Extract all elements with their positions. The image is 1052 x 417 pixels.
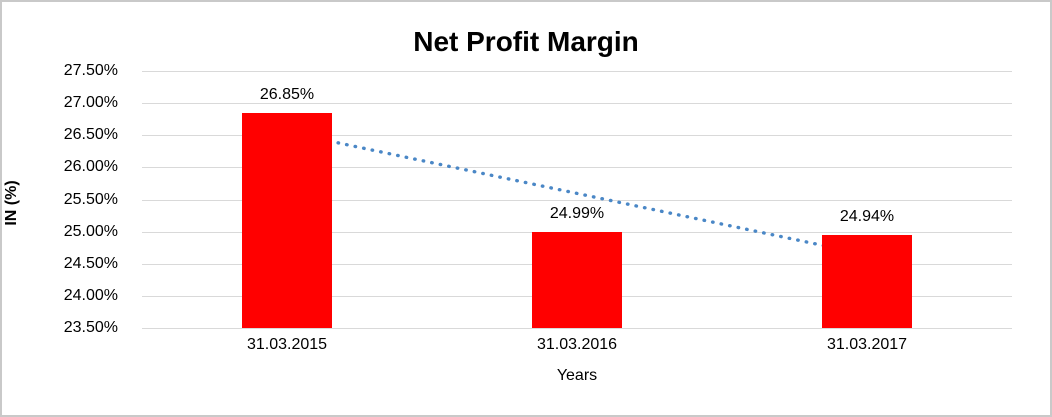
gridline	[142, 328, 1012, 329]
trendline	[285, 130, 869, 257]
y-tick-label: 27.00%	[63, 94, 118, 112]
gridline	[142, 71, 1012, 72]
y-tick-label: 25.50%	[63, 190, 118, 208]
x-tick-label: 31.03.2015	[246, 336, 328, 353]
y-tick-label: 23.50%	[63, 319, 118, 336]
chart-title: Net Profit Margin	[413, 26, 639, 57]
y-tick-label: 24.50%	[63, 254, 118, 272]
plot-area: 26.85% 24.99% 24.94%	[142, 71, 1012, 329]
y-tick-label: 27.50%	[63, 62, 118, 79]
x-axis-tick-labels: 31.03.2015 31.03.2016 31.03.2017	[142, 336, 1012, 358]
bar-value-label: 26.85%	[259, 85, 315, 103]
bar	[532, 232, 622, 328]
bar	[242, 112, 332, 328]
gridline	[142, 199, 1012, 201]
y-tick-label: 26.00%	[63, 158, 118, 176]
x-tick-label: 31.03.2016	[536, 336, 618, 353]
bar	[822, 235, 912, 328]
x-axis-title: Years	[556, 367, 598, 384]
gridline	[142, 135, 1012, 137]
bar-value-label: 24.94%	[839, 208, 895, 226]
x-tick-label: 31.03.2017	[826, 336, 908, 353]
y-tick-label: 24.00%	[63, 286, 118, 304]
gridline	[142, 103, 1012, 105]
gridline	[142, 167, 1012, 169]
bar-value-label: 24.99%	[549, 205, 605, 223]
y-tick-label: 25.00%	[63, 222, 118, 240]
y-axis-tick-labels: 27.50% 27.00% 26.50% 26.00% 25.50% 25.00% 24.5…	[2, 62, 128, 336]
y-tick-label: 26.50%	[63, 126, 118, 144]
gridline	[142, 231, 1012, 233]
